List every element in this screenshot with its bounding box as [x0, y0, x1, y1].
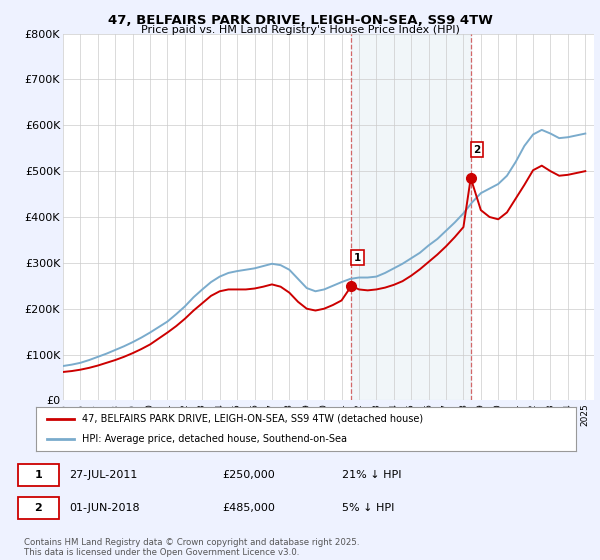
Text: 27-JUL-2011: 27-JUL-2011	[69, 470, 137, 479]
Text: 47, BELFAIRS PARK DRIVE, LEIGH-ON-SEA, SS9 4TW (detached house): 47, BELFAIRS PARK DRIVE, LEIGH-ON-SEA, S…	[82, 414, 423, 424]
Text: £485,000: £485,000	[222, 503, 275, 513]
Text: 2: 2	[473, 145, 481, 155]
Text: 1: 1	[354, 253, 361, 263]
Text: 47, BELFAIRS PARK DRIVE, LEIGH-ON-SEA, SS9 4TW: 47, BELFAIRS PARK DRIVE, LEIGH-ON-SEA, S…	[107, 14, 493, 27]
Text: HPI: Average price, detached house, Southend-on-Sea: HPI: Average price, detached house, Sout…	[82, 434, 347, 444]
Text: £250,000: £250,000	[222, 470, 275, 479]
FancyBboxPatch shape	[18, 497, 59, 519]
Text: 21% ↓ HPI: 21% ↓ HPI	[342, 470, 401, 479]
Text: 2: 2	[35, 503, 42, 513]
FancyBboxPatch shape	[18, 464, 59, 486]
Text: 01-JUN-2018: 01-JUN-2018	[69, 503, 140, 513]
Text: Contains HM Land Registry data © Crown copyright and database right 2025.
This d: Contains HM Land Registry data © Crown c…	[24, 538, 359, 557]
Text: Price paid vs. HM Land Registry's House Price Index (HPI): Price paid vs. HM Land Registry's House …	[140, 25, 460, 35]
Bar	[352, 34, 471, 400]
Text: 5% ↓ HPI: 5% ↓ HPI	[342, 503, 394, 513]
Text: 1: 1	[35, 470, 42, 479]
